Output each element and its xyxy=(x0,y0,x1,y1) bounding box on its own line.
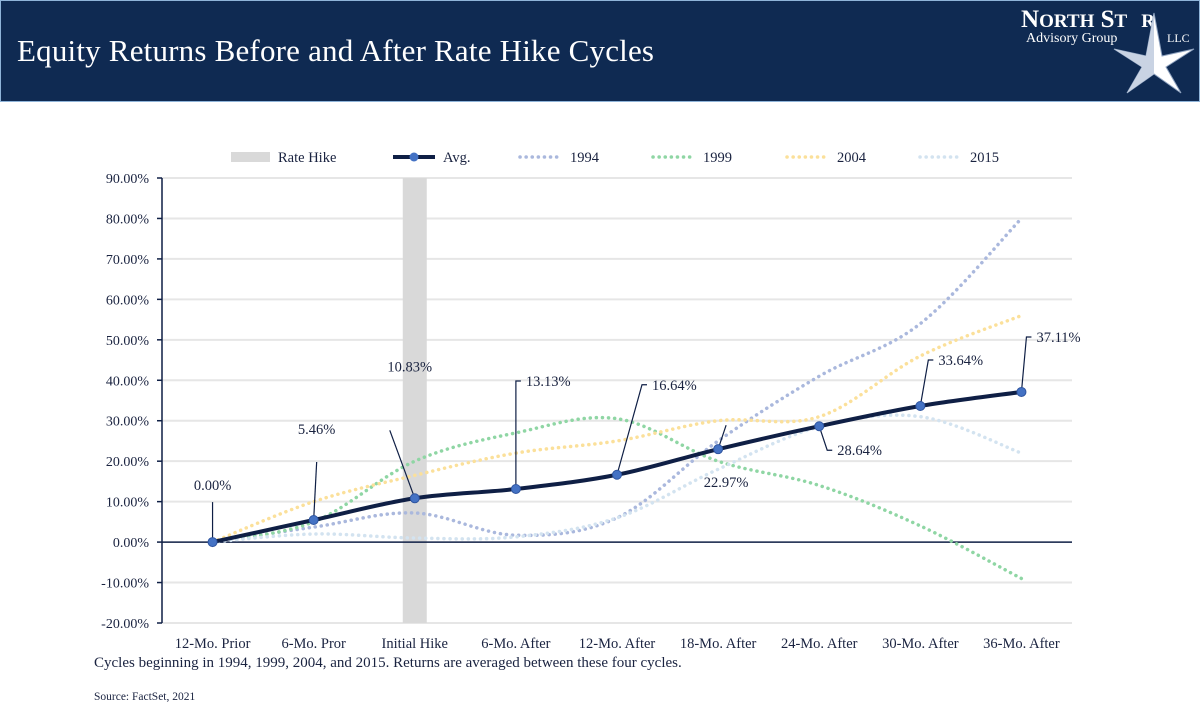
y-tick-label: 90.00% xyxy=(106,172,150,187)
leader-line xyxy=(515,380,521,489)
data-label: 10.83% xyxy=(387,359,432,375)
leader-line xyxy=(818,426,833,451)
x-tick-label: 6-Mo. Pror xyxy=(281,636,346,652)
data-label: 33.64% xyxy=(938,353,983,369)
series-line-2004 xyxy=(210,313,1024,544)
x-tick-label: 6-Mo. After xyxy=(481,636,550,652)
y-tick-label: 60.00% xyxy=(106,293,150,308)
leader-line xyxy=(919,359,934,407)
rate-hike-band xyxy=(402,178,427,623)
y-tick-label: 0.00% xyxy=(113,536,150,551)
header-banner: Equity Returns Before and After Rate Hik… xyxy=(0,0,1200,102)
legend-label-2015: 2015 xyxy=(970,150,999,166)
data-label: 28.64% xyxy=(837,443,882,459)
legend-swatch-rate-hike xyxy=(231,152,270,162)
avg-marker xyxy=(814,421,825,432)
north-star-logo: NORTH ST R Advisory Group LLC xyxy=(1021,6,1195,94)
x-tick-label: 12-Mo. Prior xyxy=(175,636,251,652)
series-line-1999 xyxy=(210,415,1024,581)
x-tick-label: Initial Hike xyxy=(382,636,448,652)
x-tick-label: 12-Mo. After xyxy=(579,636,656,652)
avg-marker xyxy=(713,444,724,455)
series-line-2015 xyxy=(210,413,1024,544)
chart-footnote: Cycles beginning in 1994, 1999, 2004, an… xyxy=(94,655,682,671)
leader-line xyxy=(616,384,647,475)
x-tick-label: 36-Mo. After xyxy=(983,636,1060,652)
data-label: 13.13% xyxy=(526,374,571,390)
data-label: 0.00% xyxy=(194,478,231,494)
y-tick-label: 80.00% xyxy=(106,212,150,227)
legend-label-2004: 2004 xyxy=(837,150,867,166)
avg-marker xyxy=(409,493,420,504)
legend-label-Avg.: Avg. xyxy=(443,150,471,166)
y-tick-label: 40.00% xyxy=(106,374,150,389)
avg-marker xyxy=(308,515,319,526)
data-label: 5.46% xyxy=(298,422,335,438)
svg-text:LLC: LLC xyxy=(1167,31,1190,45)
x-tick-label: 30-Mo. After xyxy=(882,636,959,652)
y-tick-label: 20.00% xyxy=(106,455,150,470)
source-note: Source: FactSet, 2021 xyxy=(94,691,196,703)
legend-label-1999: 1999 xyxy=(703,150,732,166)
y-tick-label: -20.00% xyxy=(101,617,149,632)
legend-marker-avg xyxy=(409,152,419,162)
avg-marker xyxy=(1016,386,1027,397)
avg-marker xyxy=(510,483,521,494)
legend-label-rate-hike: Rate Hike xyxy=(278,150,336,166)
avg-marker xyxy=(612,469,622,480)
page-title: Equity Returns Before and After Rate Hik… xyxy=(17,33,655,68)
y-tick-label: 10.00% xyxy=(106,496,150,511)
avg-marker xyxy=(207,537,218,548)
leader-line xyxy=(313,461,318,521)
leader-line xyxy=(1020,336,1032,393)
avg-marker xyxy=(915,401,926,412)
x-tick-label: 18-Mo. After xyxy=(680,636,757,652)
series-line-avg xyxy=(212,389,1022,545)
x-tick-label: 24-Mo. After xyxy=(781,636,858,652)
y-tick-label: -10.00% xyxy=(101,577,149,592)
data-label: 16.64% xyxy=(652,378,697,394)
svg-text:Advisory Group: Advisory Group xyxy=(1026,31,1117,46)
legend-label-1994: 1994 xyxy=(570,150,600,166)
y-tick-label: 70.00% xyxy=(106,253,150,268)
leader-line xyxy=(389,430,416,499)
data-label: 37.11% xyxy=(1036,330,1080,346)
y-tick-label: 30.00% xyxy=(106,415,150,430)
data-label: 22.97% xyxy=(704,475,749,491)
y-tick-label: 50.00% xyxy=(106,334,150,349)
